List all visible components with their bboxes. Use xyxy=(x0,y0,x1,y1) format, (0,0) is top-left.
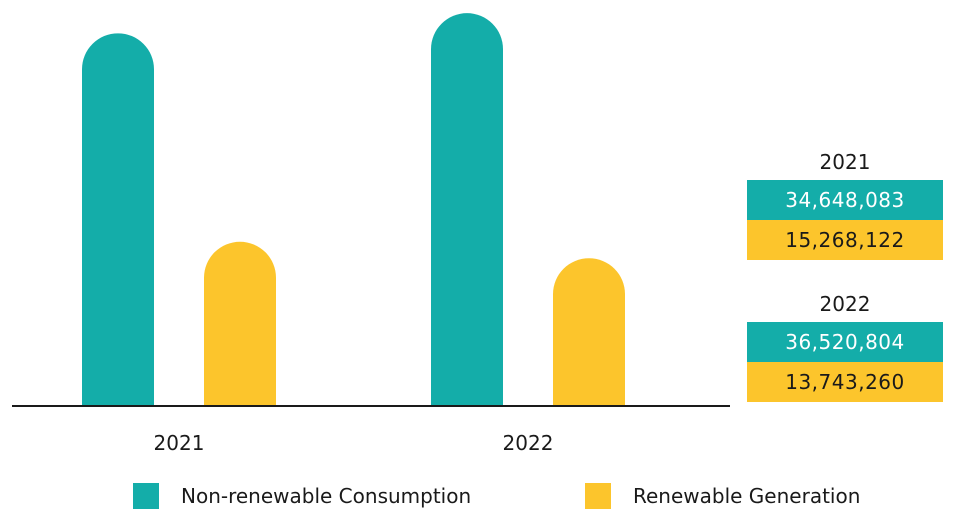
value-non-renewable: 34,648,083 xyxy=(747,180,943,220)
value-renewable: 15,268,122 xyxy=(747,220,943,260)
value-box-2022: 2022 36,520,804 13,743,260 xyxy=(747,286,943,402)
legend-swatch-non-renewable xyxy=(133,483,159,509)
x-tick-label: 2021 xyxy=(154,431,205,455)
bar-non-renewable-2021 xyxy=(82,33,154,406)
legend-swatch-renewable xyxy=(585,483,611,509)
bar-non-renewable-2022 xyxy=(431,13,503,406)
x-tick-label: 2022 xyxy=(503,431,554,455)
value-box-2021: 2021 34,648,083 15,268,122 xyxy=(747,144,943,260)
legend-label: Renewable Generation xyxy=(633,484,861,508)
value-box-year: 2022 xyxy=(819,292,871,316)
bar-chart: 2021 2022 xyxy=(12,13,730,455)
legend-item-non-renewable: Non-renewable Consumption xyxy=(133,478,471,514)
bar-renewable-2021 xyxy=(204,241,276,406)
value-box-year: 2021 xyxy=(819,150,871,174)
legend-label: Non-renewable Consumption xyxy=(181,484,472,508)
legend: Non-renewable Consumption Renewable Gene… xyxy=(0,478,970,514)
bar-renewable-2022 xyxy=(553,258,625,406)
value-non-renewable: 36,520,804 xyxy=(747,322,943,362)
value-renewable: 13,743,260 xyxy=(747,362,943,402)
legend-item-renewable: Renewable Generation xyxy=(585,478,860,514)
